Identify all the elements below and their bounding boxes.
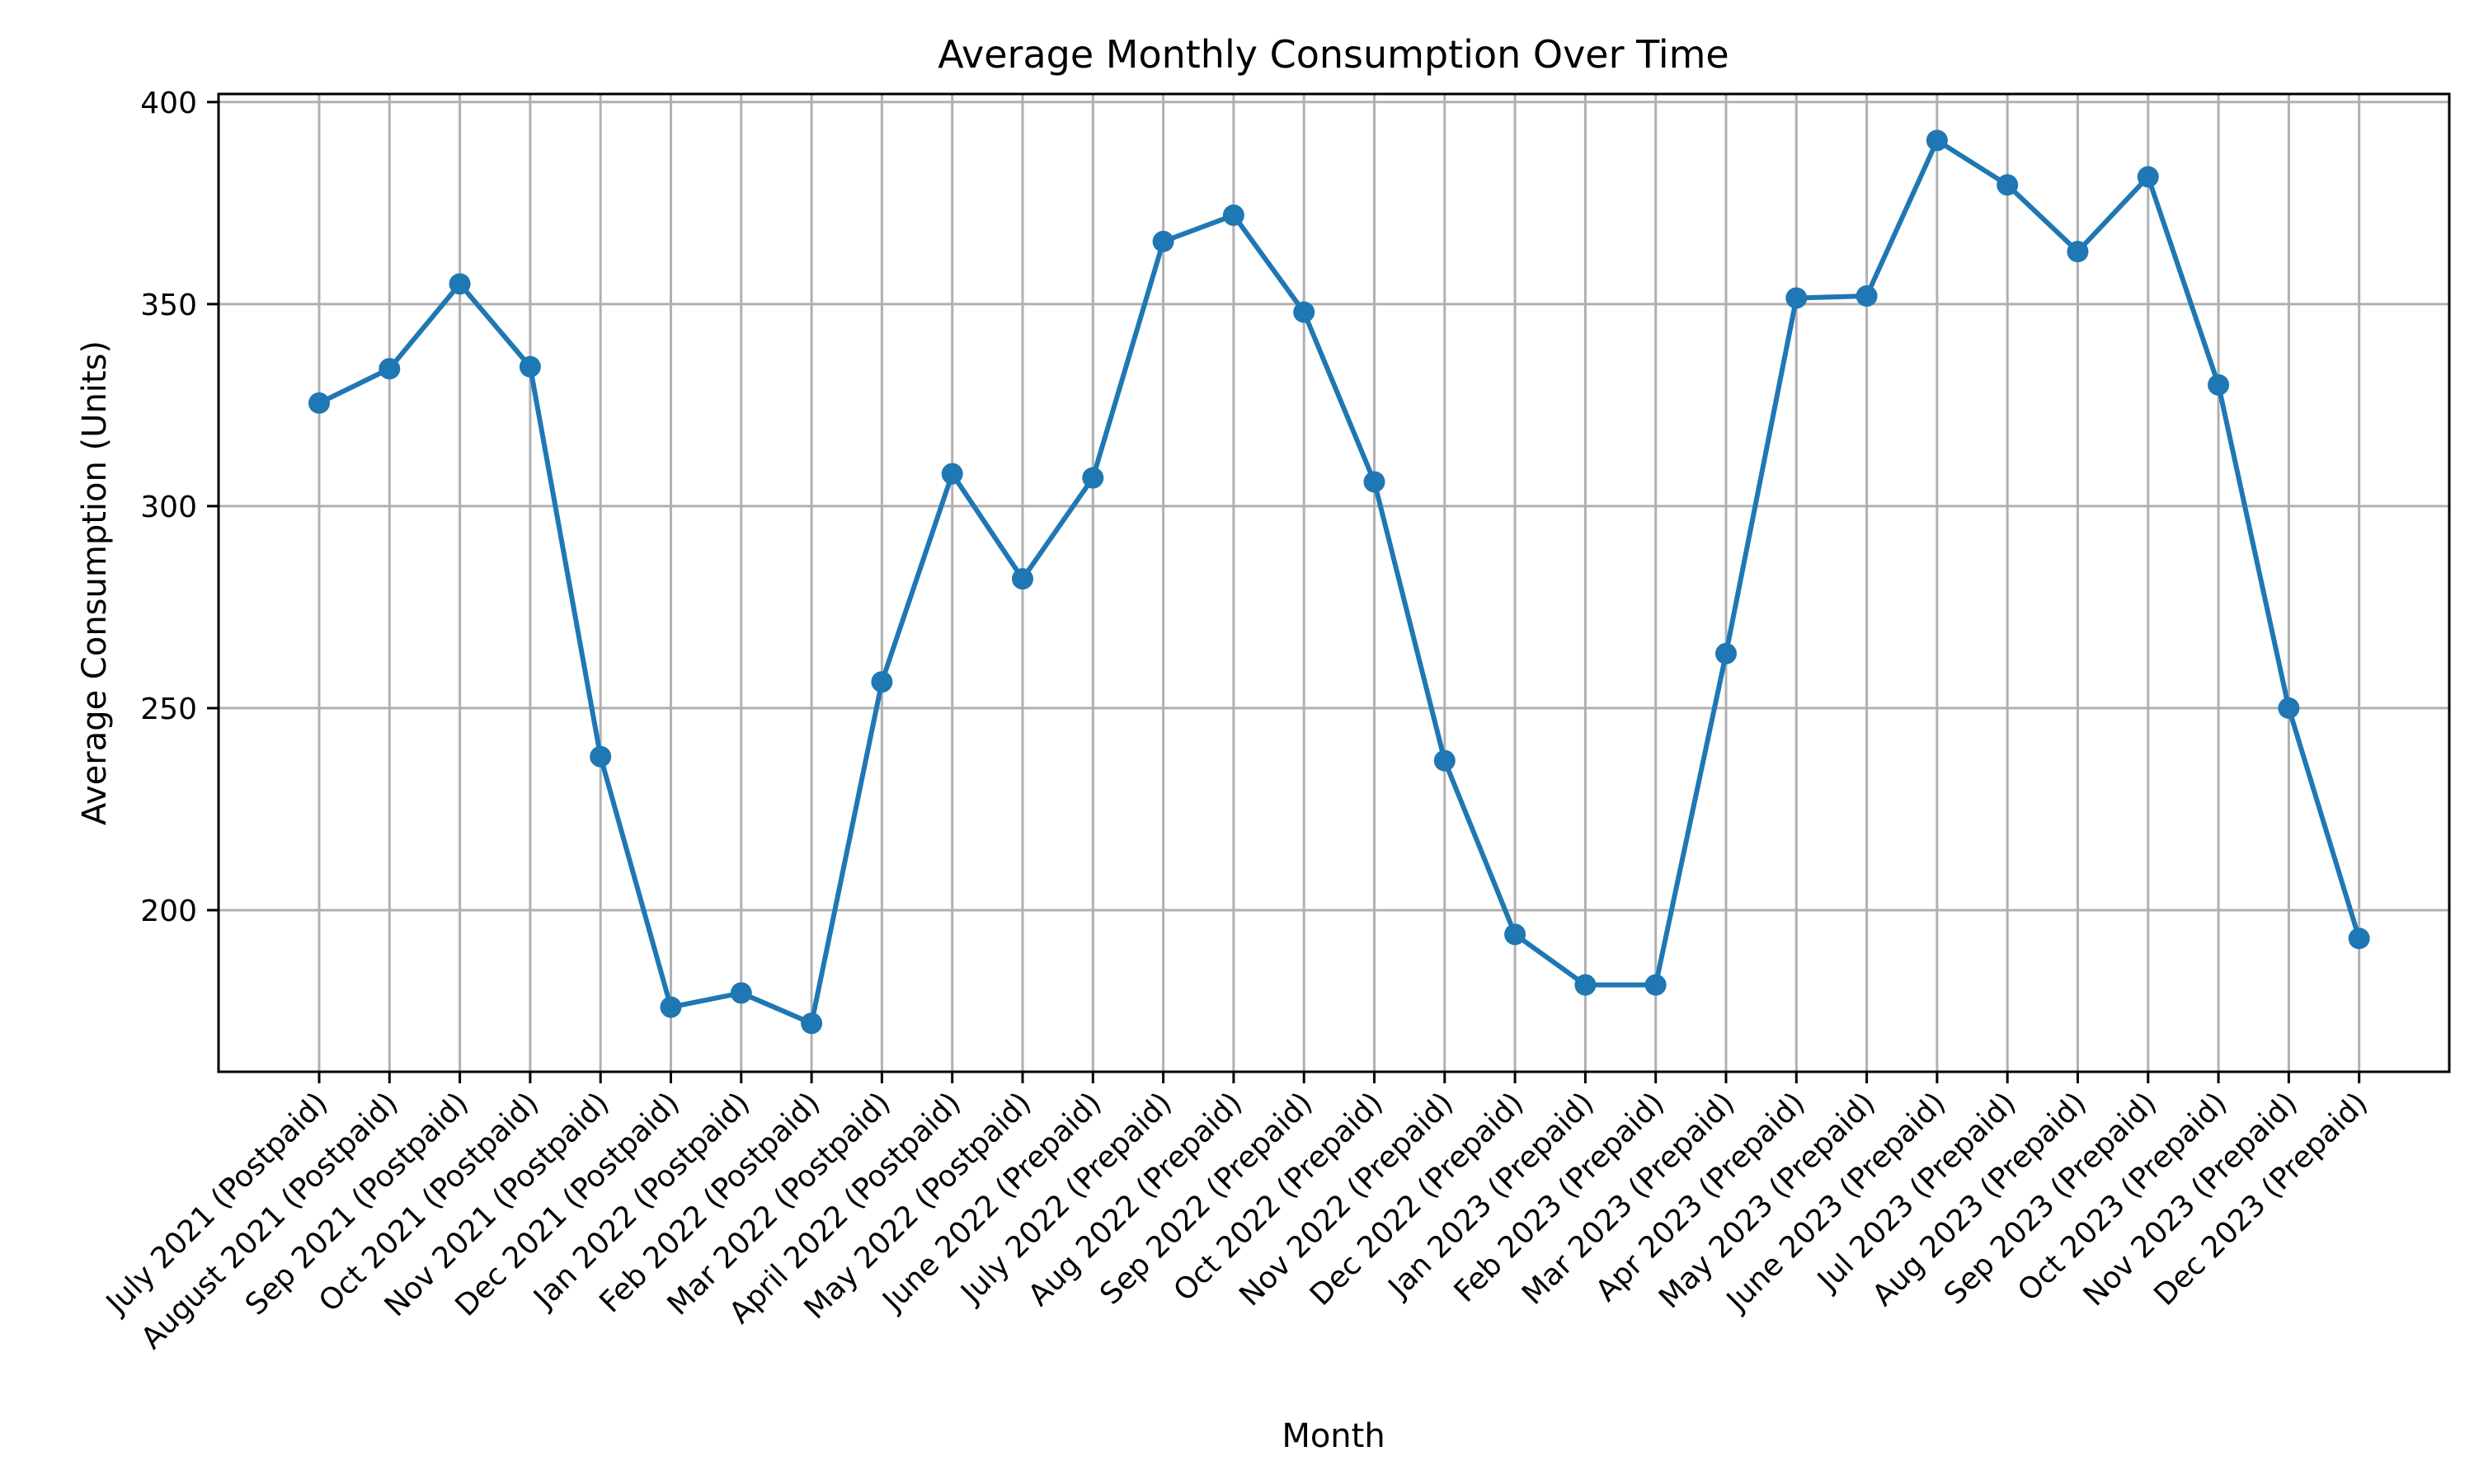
data-point	[1574, 974, 1597, 996]
data-point	[449, 273, 471, 295]
data-point	[519, 355, 541, 378]
data-point	[1715, 642, 1737, 665]
data-point	[2208, 373, 2230, 396]
data-point	[801, 1012, 823, 1035]
data-point	[2348, 928, 2370, 950]
chart-title: Average Monthly Consumption Over Time	[938, 32, 1729, 77]
grid-layer	[219, 94, 2449, 1072]
y-axis-label: Average Consumption (Units)	[76, 340, 114, 825]
data-point	[941, 463, 963, 485]
data-point	[2137, 166, 2159, 188]
data-point	[1293, 301, 1315, 323]
y-tick-label: 300	[140, 491, 197, 524]
data-point	[2278, 697, 2300, 719]
series-layer	[308, 129, 2370, 1035]
axis-layer: July 2021 (Postpaid)August 2021 (Postpai…	[99, 87, 2374, 1356]
data-point	[1644, 974, 1667, 996]
y-tick-label: 250	[140, 693, 197, 726]
data-point	[379, 358, 401, 380]
data-point	[1363, 471, 1385, 493]
data-point	[730, 982, 752, 1004]
data-point	[1856, 285, 1878, 308]
y-tick-label: 350	[140, 289, 197, 322]
y-tick-label: 400	[140, 87, 197, 120]
data-point	[1504, 923, 1526, 946]
x-axis-label: Month	[1282, 1417, 1385, 1455]
data-point	[1012, 568, 1033, 590]
data-point	[1152, 230, 1174, 252]
data-point	[1082, 467, 1104, 489]
data-point	[1433, 749, 1456, 772]
data-point	[1926, 129, 1948, 152]
plot-frame	[217, 92, 2451, 1073]
data-point	[308, 392, 330, 414]
data-point	[2067, 241, 2089, 263]
data-point	[660, 996, 682, 1018]
data-point	[1997, 174, 2019, 196]
data-point	[1785, 287, 1808, 309]
data-point	[871, 671, 893, 693]
data-point	[1222, 204, 1244, 227]
data-point	[590, 745, 612, 768]
y-tick-label: 200	[140, 895, 197, 928]
series-line	[317, 138, 2362, 1026]
